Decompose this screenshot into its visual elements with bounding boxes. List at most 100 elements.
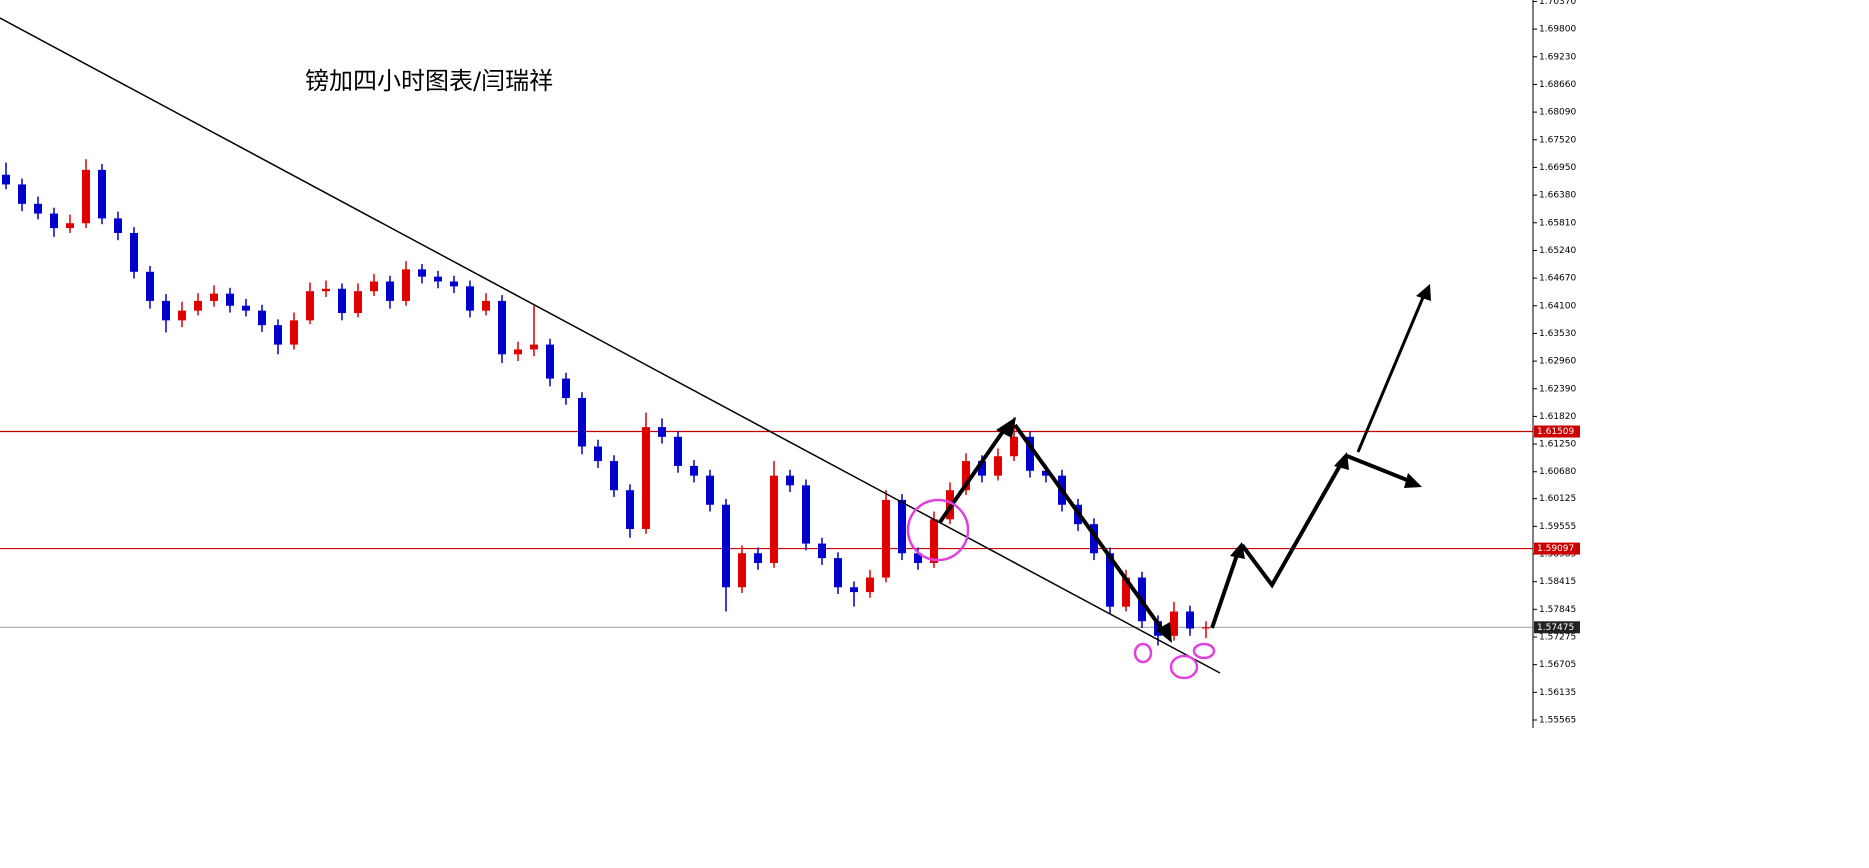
candle-body <box>338 288 346 314</box>
forecast-arrow <box>1210 551 1240 629</box>
y-tick-label: 1.62960 <box>1539 357 1576 367</box>
candle-body <box>130 232 138 272</box>
y-tick-label: 1.65240 <box>1539 246 1576 256</box>
price-scale: 1.70370 1.69800 1.69230 1.68660 1.68090 1.675… <box>1533 0 1580 725</box>
highlight-circle <box>1169 654 1199 680</box>
price-level-box <box>1534 542 1580 555</box>
y-tick-label: 1.60125 <box>1539 494 1576 504</box>
candle-body <box>98 169 106 219</box>
candle-body <box>738 553 746 588</box>
forecast-arrow <box>1356 294 1426 453</box>
candle-body <box>450 281 458 287</box>
candle-body <box>706 475 714 505</box>
candle-body <box>290 320 298 345</box>
candle-body <box>930 519 938 563</box>
candle-body <box>50 213 58 229</box>
candle-body <box>754 553 762 563</box>
annotations <box>0 17 1431 680</box>
y-tick-label: 1.69230 <box>1539 52 1576 62</box>
candle-body <box>1122 577 1130 607</box>
candle-body <box>898 499 906 554</box>
candle-body <box>418 269 426 277</box>
candle-body <box>674 436 682 466</box>
arrow-head <box>1156 622 1172 643</box>
price-level-box <box>1534 425 1580 438</box>
candle-body <box>642 427 650 530</box>
candle-body <box>850 587 858 593</box>
y-tick-label: 1.55565 <box>1539 715 1576 725</box>
arrow-head <box>996 417 1016 438</box>
candle-body <box>1042 470 1050 476</box>
candle-body <box>1026 436 1034 471</box>
candle-body <box>178 310 186 321</box>
highlight-circle <box>1133 642 1153 664</box>
candle-body <box>322 288 330 292</box>
highlight-circle <box>1192 642 1216 660</box>
y-tick-label: 1.65810 <box>1539 218 1576 228</box>
candle-body <box>818 543 826 559</box>
candle-body <box>354 291 362 314</box>
y-tick-label: 1.63530 <box>1539 329 1576 339</box>
candle-body <box>962 461 970 491</box>
y-tick-label: 1.57275 <box>1539 633 1576 643</box>
candle-body <box>1154 621 1162 636</box>
candle-body <box>18 184 26 204</box>
candle-body <box>594 446 602 462</box>
candle-body <box>498 300 506 355</box>
candle-body <box>610 461 618 491</box>
y-tick-label: 1.66950 <box>1539 163 1576 173</box>
candle-body <box>834 558 842 588</box>
candle-body <box>34 203 42 214</box>
y-tick-label: 1.68090 <box>1539 108 1576 118</box>
candle-body <box>770 475 778 563</box>
candle-body <box>466 286 474 311</box>
candle-body <box>882 499 890 578</box>
candle-body <box>514 349 522 355</box>
candle-body <box>242 305 250 311</box>
candle-body <box>530 344 538 350</box>
candle-body <box>1106 553 1114 607</box>
y-tick-label: 1.57845 <box>1539 605 1576 615</box>
arrow <box>938 425 1008 524</box>
candle-body <box>690 465 698 476</box>
price-level-label: 1.61509 <box>1537 427 1574 437</box>
y-tick-label: 1.61250 <box>1539 440 1576 450</box>
candle-body <box>274 325 282 345</box>
candle-body <box>402 269 410 301</box>
candle-body <box>114 218 122 233</box>
candle-body <box>386 281 394 301</box>
candle-body <box>66 223 74 229</box>
arrow-head <box>1416 284 1431 301</box>
candle-body <box>978 461 986 476</box>
y-tick-label: 1.67520 <box>1539 135 1576 145</box>
y-tick-label: 1.69800 <box>1539 25 1576 35</box>
arrow-head <box>1404 473 1422 488</box>
candle-body <box>210 293 218 301</box>
y-tick-label: 1.62390 <box>1539 384 1576 394</box>
price-level-box <box>1534 621 1580 634</box>
candle-body <box>1170 611 1178 636</box>
candle-body <box>194 300 202 311</box>
highlight-circle <box>906 498 970 562</box>
candle-body <box>258 310 266 326</box>
candle-body <box>482 300 490 311</box>
candle-body <box>786 475 794 486</box>
levels <box>0 430 1533 628</box>
candle-body <box>226 293 234 306</box>
trend-line <box>0 17 1221 674</box>
candle-body <box>1186 611 1194 629</box>
forecast-arrow <box>1346 454 1413 484</box>
candle-body <box>562 378 570 398</box>
candle-body <box>1010 436 1018 457</box>
y-tick-label: 1.66380 <box>1539 191 1576 201</box>
candle-body <box>658 427 666 437</box>
y-tick-label: 1.68660 <box>1539 80 1576 90</box>
candles <box>2 159 1210 646</box>
price-level-label: 1.59097 <box>1537 544 1574 554</box>
y-tick-label: 1.61820 <box>1539 412 1576 422</box>
candle-body <box>546 344 554 379</box>
candle-body <box>578 397 586 447</box>
candle-body <box>162 300 170 321</box>
y-tick-label: 1.58415 <box>1539 577 1576 587</box>
